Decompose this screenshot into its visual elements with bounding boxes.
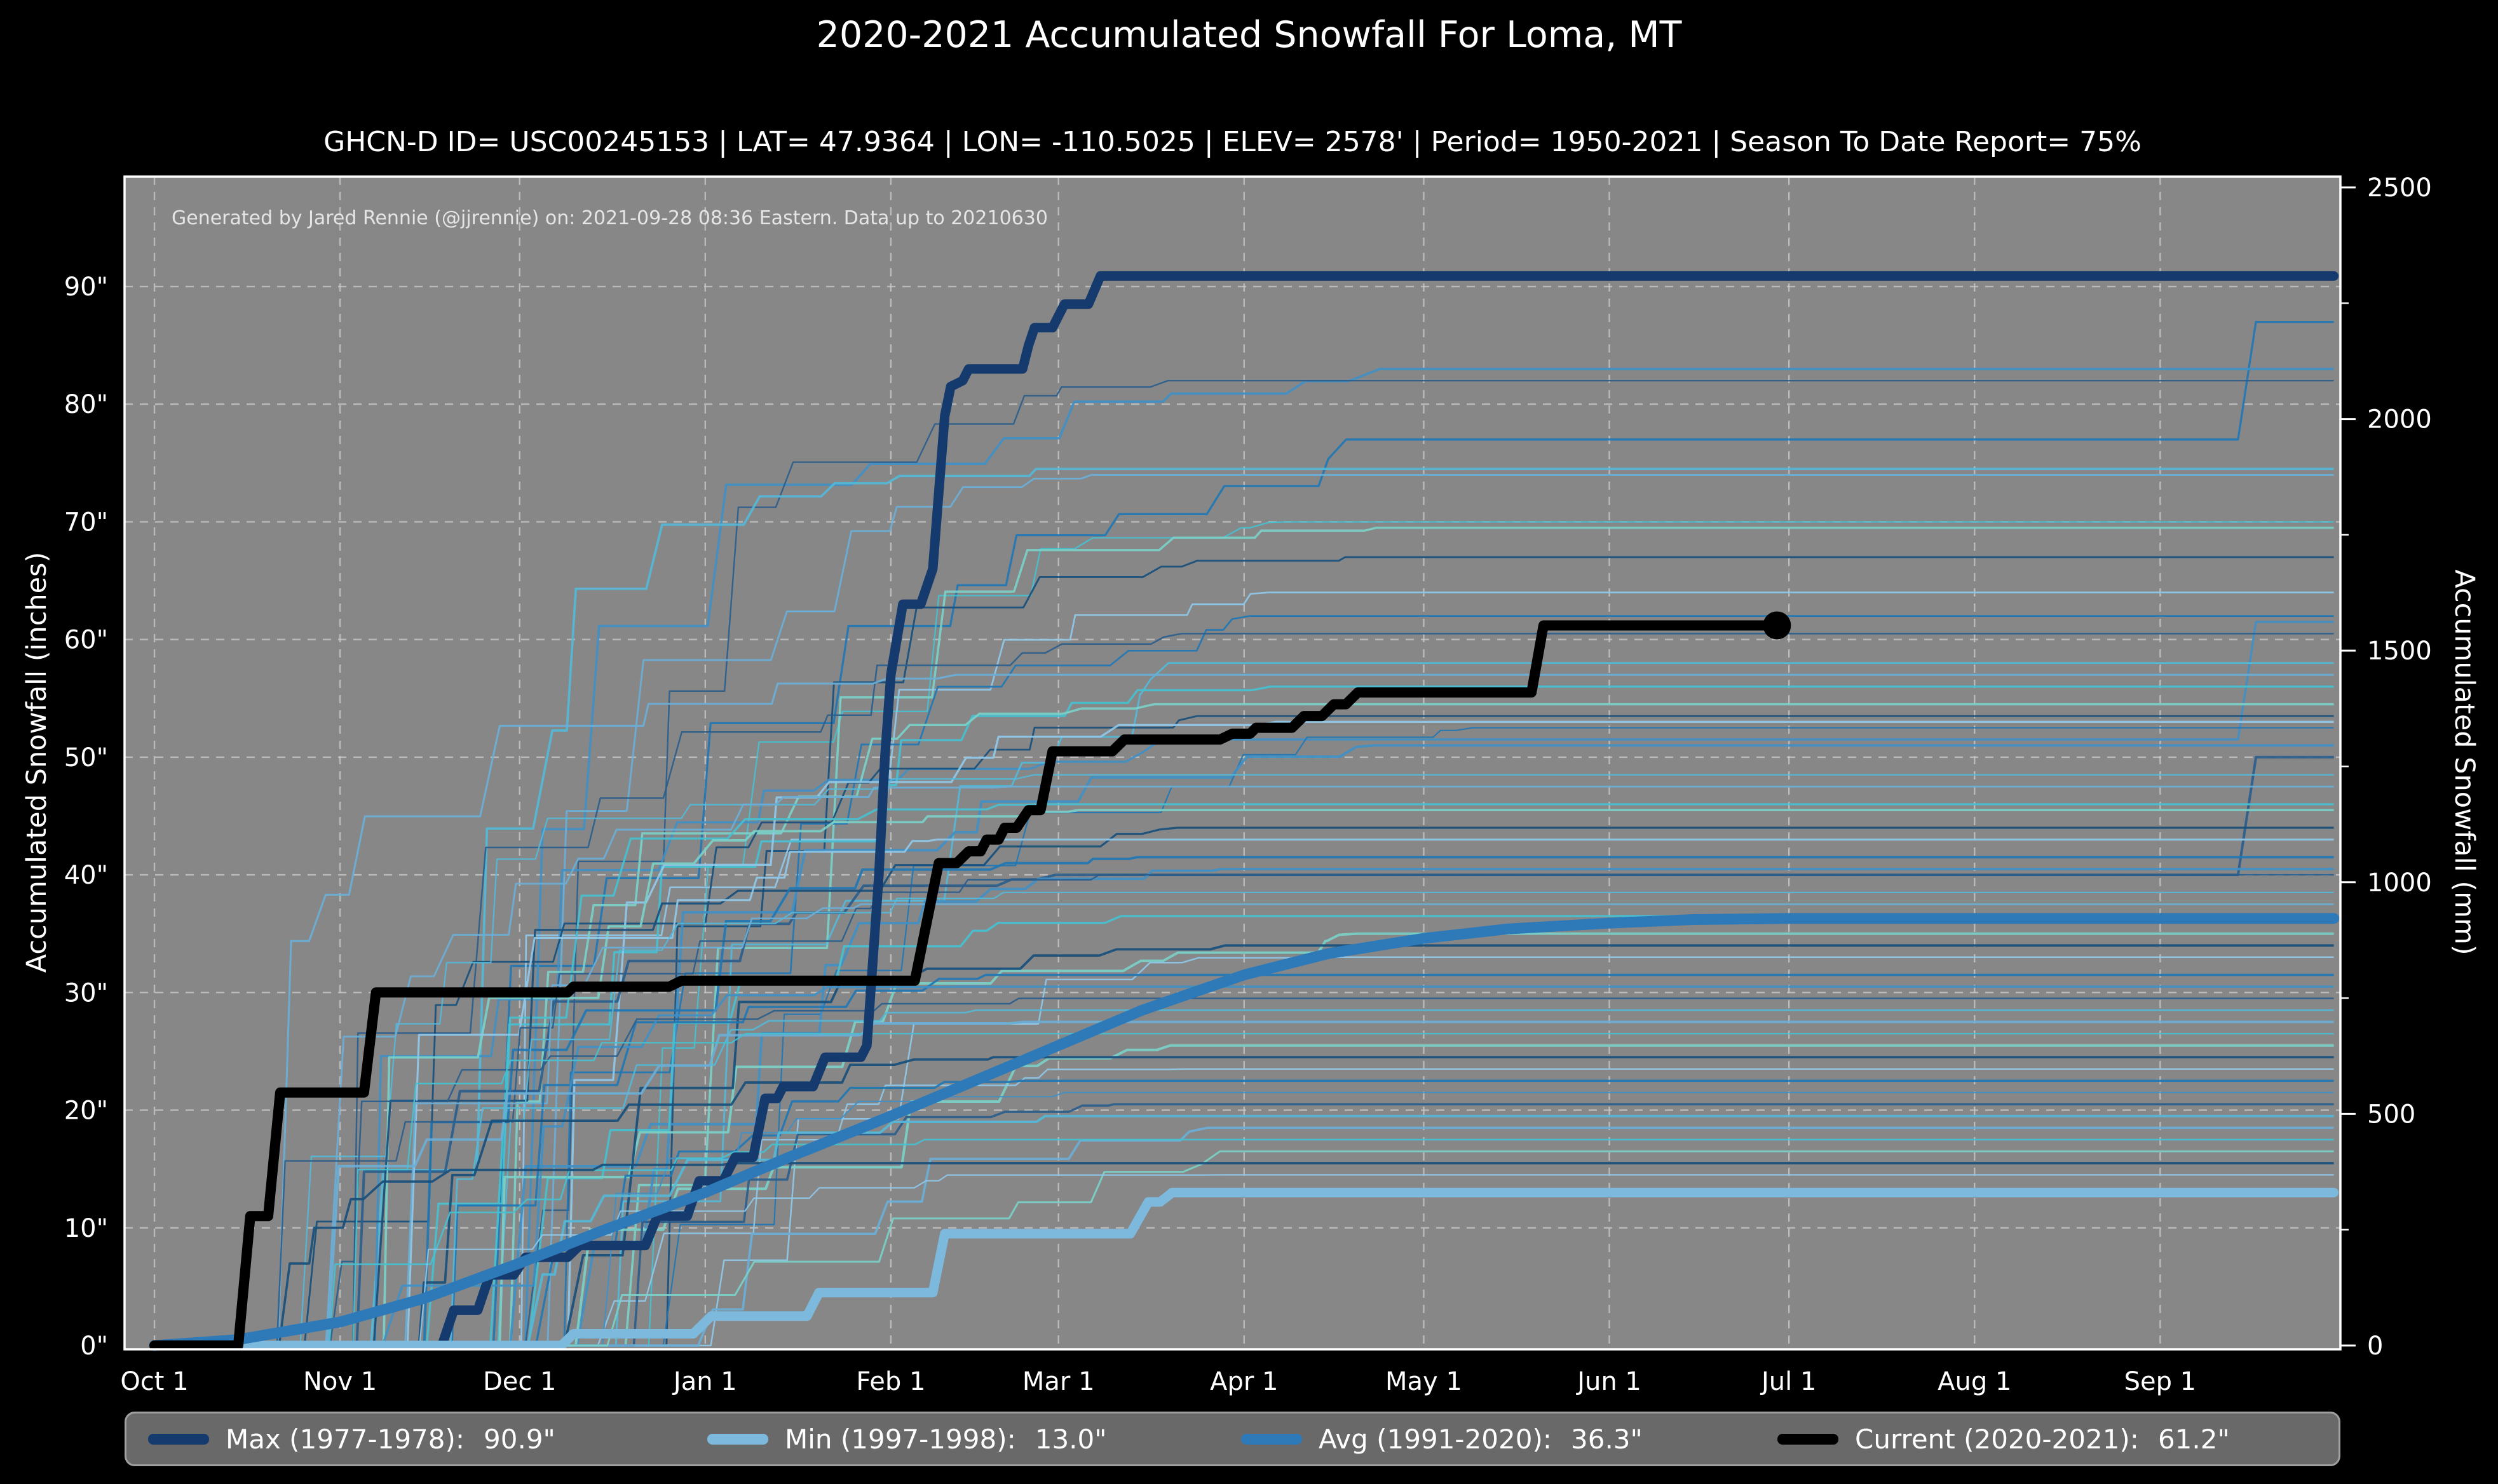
credit-text: Generated by Jared Rennie (@jjrennie) on… — [172, 207, 1048, 229]
x-axis-tick-label: Sep 1 — [2124, 1367, 2197, 1396]
background-season-line — [154, 633, 2334, 1347]
background-season-line — [154, 1138, 2334, 1347]
station-metadata-subtitle: GHCN-D ID= USC00245153 | LAT= 47.9364 | … — [323, 126, 2142, 158]
y-axis-inches-tick-label: 80" — [64, 390, 108, 419]
y-axis-inches-tick-label: 90" — [64, 273, 108, 302]
background-season-line — [154, 591, 2334, 1347]
y-axis-inches-tick-label: 30" — [64, 978, 108, 1008]
legend-label-max: Max (1977-1978): — [226, 1423, 465, 1455]
legend-value-avg: 36.3" — [1571, 1423, 1643, 1455]
series-line-max — [149, 271, 2339, 1351]
series-line-avg — [149, 913, 2340, 1351]
series-line-min — [149, 1187, 2339, 1351]
legend-label-avg: Avg (1991-2020): — [1319, 1423, 1552, 1455]
background-season-line — [154, 1020, 2334, 1347]
background-season-line — [154, 932, 2334, 1347]
background-season-line — [154, 839, 2334, 1347]
background-season-line — [154, 956, 2334, 1347]
background-season-line — [154, 662, 2334, 1347]
background-season-line — [154, 1114, 2334, 1347]
background-season-line — [154, 1009, 2334, 1347]
background-season-line — [154, 473, 2334, 1347]
legend-item-min: Min (1997-1998): 13.0" — [707, 1413, 1107, 1464]
x-axis-tick-label: Jul 1 — [1760, 1367, 1816, 1396]
legend-label-current: Current (2020-2021): — [1855, 1423, 2139, 1455]
x-axis-tick-label: May 1 — [1385, 1367, 1462, 1396]
x-axis-tick-label: Jan 1 — [672, 1367, 737, 1396]
y-axis-mm-tick-label: 2500 — [2367, 173, 2432, 203]
y-axis-inches-tick-label: 0" — [80, 1332, 108, 1361]
x-axis-tick-label: Dec 1 — [483, 1367, 557, 1396]
background-season-line — [154, 380, 2334, 1347]
background-season-line — [154, 1068, 2334, 1347]
y-axis-label-mm: Accumulated Snowfall (mm) — [2448, 569, 2480, 955]
y-axis-mm-tick-label: 1500 — [2367, 637, 2432, 666]
x-axis-tick-label: Mar 1 — [1022, 1367, 1095, 1396]
y-axis-label-inches: Accumulated Snowfall (inches) — [21, 551, 53, 973]
y-axis-inches-tick-label: 20" — [64, 1096, 108, 1126]
background-season-line — [154, 521, 2334, 1347]
legend-swatch-max — [148, 1433, 209, 1445]
background-season-line — [154, 320, 2334, 1347]
background-season-line — [154, 785, 2334, 1347]
legend-item-max: Max (1977-1978): 90.9" — [148, 1413, 555, 1464]
background-season-line — [154, 621, 2334, 1347]
background-season-line — [154, 997, 2334, 1347]
background-season-line — [154, 526, 2334, 1347]
legend-swatch-current — [1777, 1433, 1838, 1445]
y-axis-inches-tick-label: 60" — [64, 626, 108, 655]
x-axis-tick-label: Apr 1 — [1210, 1367, 1278, 1396]
background-season-line — [154, 1162, 2334, 1347]
y-axis-inches-tick-label: 10" — [64, 1214, 108, 1243]
background-season-line — [154, 973, 2334, 1347]
series-line-current — [149, 620, 1782, 1351]
background-season-line — [154, 1150, 2334, 1347]
y-axis-mm-tick-label: 0 — [2367, 1332, 2383, 1361]
legend-value-current: 61.2" — [2157, 1423, 2230, 1455]
plot-border — [123, 175, 2342, 1351]
y-axis-mm-tick-label: 2000 — [2367, 405, 2432, 435]
background-season-line — [154, 803, 2334, 1347]
y-axis-mm-tick-label: 1000 — [2367, 868, 2432, 898]
x-axis-tick-label: Feb 1 — [856, 1367, 925, 1396]
y-axis-inches-tick-label: 50" — [64, 743, 108, 772]
y-axis-inches-tick-label: 40" — [64, 861, 108, 890]
x-axis-tick-label: Oct 1 — [120, 1367, 188, 1396]
legend-swatch-avg — [1241, 1433, 1302, 1445]
legend-item-avg: Avg (1991-2020): 36.3" — [1241, 1413, 1643, 1464]
legend-value-max: 90.9" — [484, 1423, 555, 1455]
plot-background — [125, 177, 2340, 1349]
background-season-line — [154, 1103, 2334, 1347]
y-axis-inches-tick-label: 70" — [64, 508, 108, 537]
legend-value-min: 13.0" — [1035, 1423, 1107, 1455]
legend: Max (1977-1978): 90.9" Min (1997-1998): … — [125, 1412, 2340, 1466]
legend-label-min: Min (1997-1998): — [785, 1423, 1016, 1455]
legend-swatch-min — [707, 1433, 768, 1445]
background-season-line — [154, 874, 2334, 1347]
background-season-line — [154, 1056, 2334, 1347]
background-season-line — [154, 1174, 2334, 1347]
x-axis-tick-label: Jun 1 — [1575, 1367, 1641, 1396]
y-axis-mm-tick-label: 500 — [2367, 1100, 2415, 1129]
page-title: 2020-2021 Accumulated Snowfall For Loma,… — [816, 14, 1682, 56]
x-axis-tick-label: Nov 1 — [303, 1367, 377, 1396]
current-end-marker — [1763, 611, 1791, 640]
x-axis-tick-label: Aug 1 — [1938, 1367, 2011, 1396]
legend-item-current: Current (2020-2021): 61.2" — [1777, 1413, 2230, 1464]
